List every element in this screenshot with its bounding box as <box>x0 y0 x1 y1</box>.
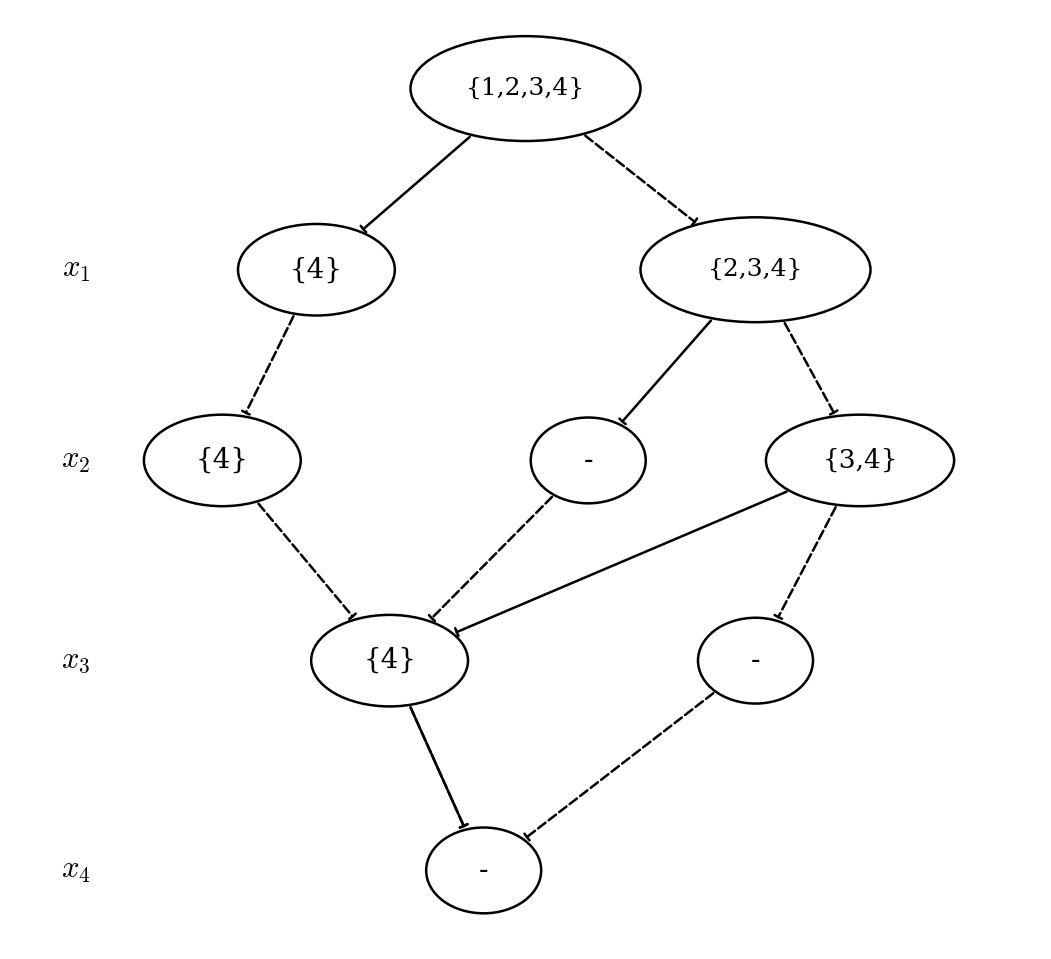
Text: -: - <box>583 447 593 474</box>
Ellipse shape <box>311 615 468 707</box>
Text: $x_2$: $x_2$ <box>61 446 90 475</box>
Text: {3,4}: {3,4} <box>822 448 898 473</box>
Ellipse shape <box>531 417 645 503</box>
Text: $x_3$: $x_3$ <box>61 646 90 675</box>
Text: $x_1$: $x_1$ <box>62 255 90 284</box>
Text: {4}: {4} <box>290 256 343 283</box>
Text: -: - <box>479 857 489 884</box>
Text: {1,2,3,4}: {1,2,3,4} <box>466 77 585 100</box>
Ellipse shape <box>411 36 640 141</box>
Text: {4}: {4} <box>363 647 416 674</box>
Ellipse shape <box>144 414 301 506</box>
Text: -: - <box>750 647 760 674</box>
Ellipse shape <box>698 618 813 704</box>
Text: $x_4$: $x_4$ <box>61 856 90 885</box>
Ellipse shape <box>238 224 395 316</box>
Ellipse shape <box>640 218 870 322</box>
Ellipse shape <box>427 828 541 913</box>
Ellipse shape <box>766 414 954 506</box>
Text: {2,3,4}: {2,3,4} <box>707 258 803 281</box>
Text: {4}: {4} <box>195 447 249 474</box>
